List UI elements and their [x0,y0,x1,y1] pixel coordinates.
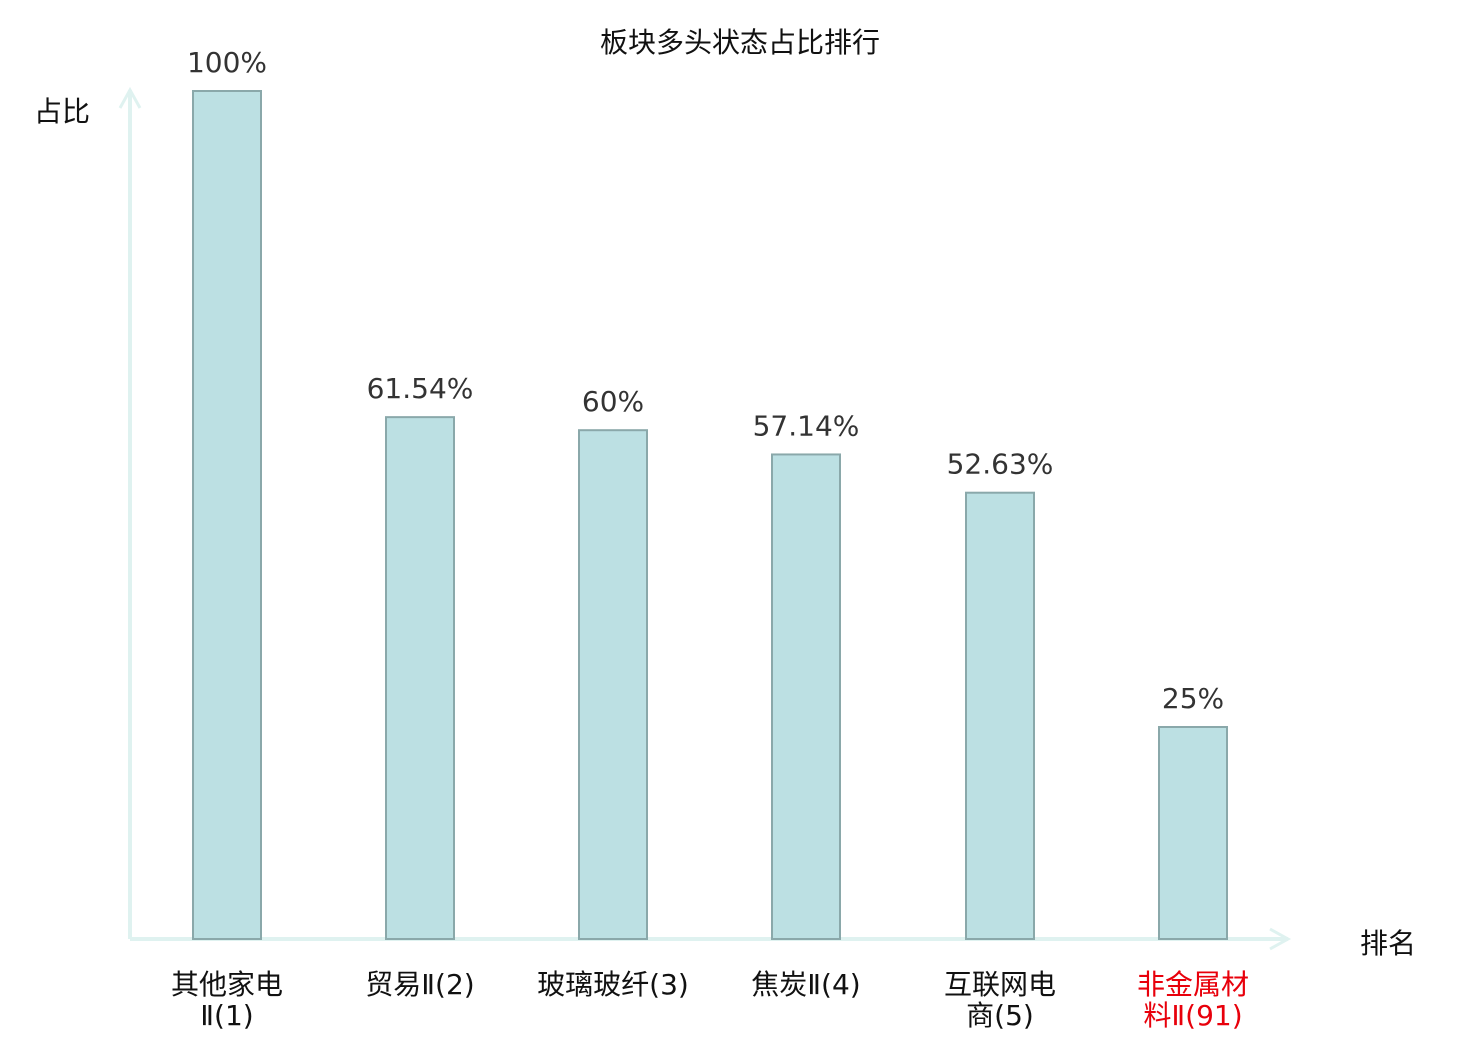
axes [118,86,1292,951]
value-label: 60% [582,385,644,418]
bar [578,429,648,940]
value-label: 57.14% [753,409,860,442]
category-label: 非金属材 [1137,968,1249,1001]
category-label: Ⅱ(1) [200,999,253,1032]
category-label: 贸易Ⅱ(2) [365,968,474,1001]
category-label: 其他家电 [171,968,283,1001]
y-axis-arrow [118,86,142,109]
category-label: 互联网电 [944,968,1056,1001]
value-label: 52.63% [947,448,1054,481]
bar [965,491,1035,940]
category-label: 料Ⅱ(91) [1143,999,1242,1032]
chart-title: 板块多头状态占比排行 [600,26,880,59]
value-label: 61.54% [367,372,474,405]
category-label: 玻璃玻纤(3) [537,968,689,1001]
x-axis-arrow [1269,927,1292,951]
x-axis-label: 排名 [1360,927,1416,960]
value-label: 100% [187,46,267,79]
category-label: 焦炭Ⅱ(4) [751,968,860,1001]
bar [385,416,455,940]
category-label: 商(5) [966,999,1034,1032]
bar [192,90,262,940]
y-axis-label: 占比 [34,95,90,128]
bar [1158,726,1228,940]
bar [771,453,841,940]
value-label: 25% [1162,682,1224,715]
